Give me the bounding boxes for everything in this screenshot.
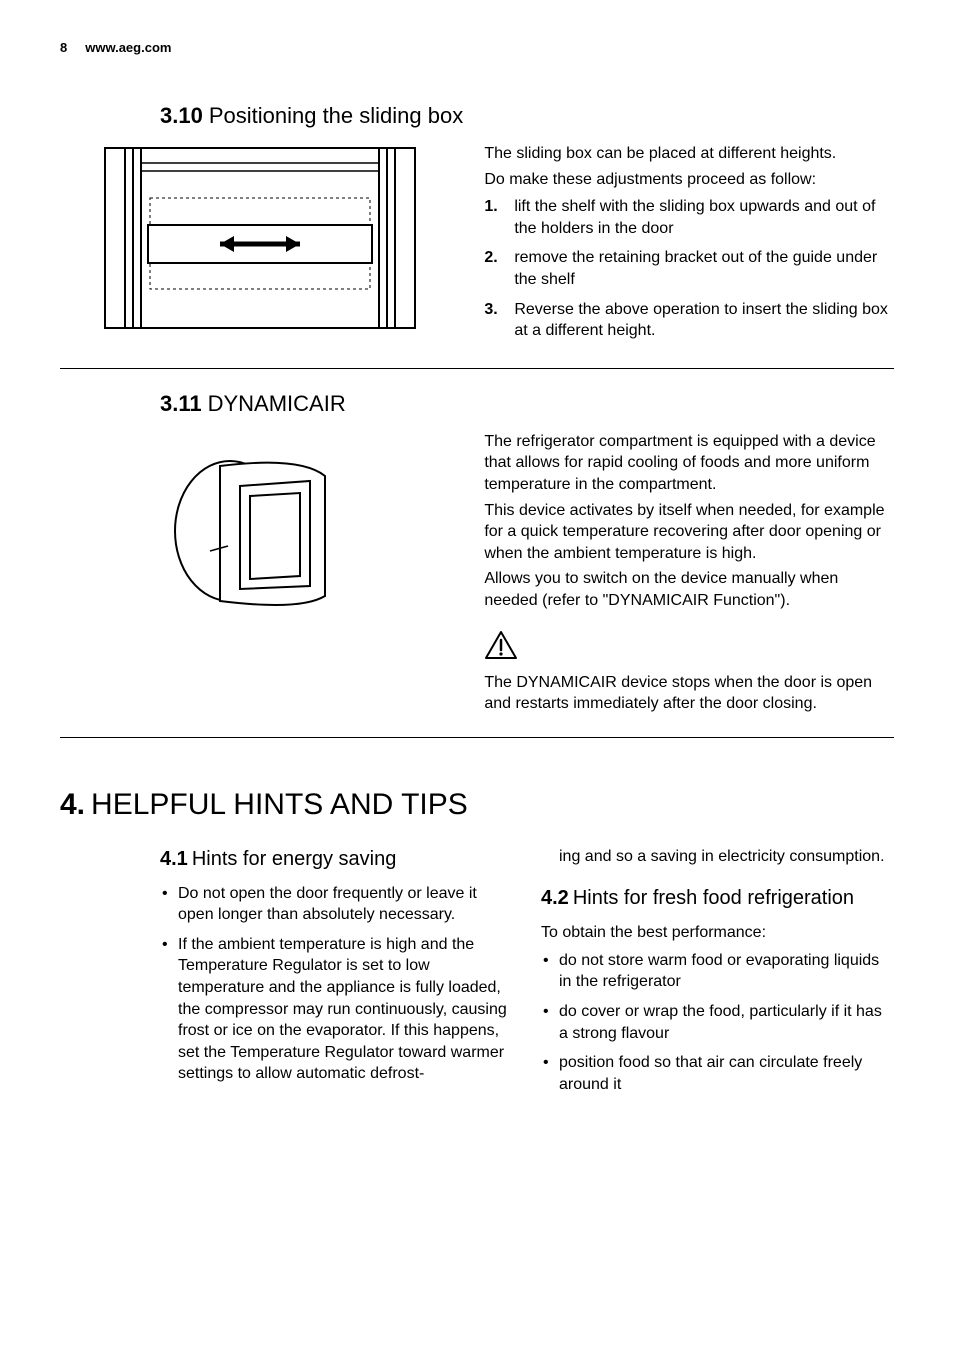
section-title-text: Hints for energy saving [192,848,397,870]
page-header: 8 www.aeg.com [60,40,894,55]
section-3-11-p2: This device activates by itself when nee… [484,500,894,565]
section-number: 4.1 [160,848,188,870]
section-4-1-bullets: Do not open the door frequently or leave… [160,883,513,1085]
section-number: 3.10 [160,103,203,128]
section-number: 3.11 [160,391,202,416]
section-4-1-title: 4.1Hints for energy saving [160,846,513,873]
chapter-number: 4. [60,788,85,821]
bullet-item: If the ambient temperature is high and t… [160,934,513,1085]
warning-icon [484,630,894,660]
section-3-11: 3.11DYNAMICAIR The refrigerator compartm… [60,391,894,738]
section-title-text: Hints for fresh food refrigeration [573,887,854,909]
sliding-box-figure [60,143,460,333]
section-3-10-steps: lift the shelf with the sliding box upwa… [484,196,894,342]
section-3-10-title: 3.10Positioning the sliding box [160,103,894,129]
section-3-11-p1: The refrigerator compartment is equipped… [484,431,894,496]
dynamicair-figure [60,431,460,631]
section-4-2-title: 4.2Hints for fresh food refrigeration [541,885,894,912]
chapter-4-left-col: 4.1Hints for energy saving Do not open t… [160,846,513,1104]
section-title-text: DYNAMICAIR [208,391,346,416]
chapter-4-columns: 4.1Hints for energy saving Do not open t… [160,846,894,1104]
section-3-10-intro1: The sliding box can be placed at differe… [484,143,894,165]
bullet-item: do cover or wrap the food, particularly … [541,1001,894,1044]
section-3-10: 3.10Positioning the sliding box [60,103,894,369]
bullet-item: position food so that air can circulate … [541,1052,894,1095]
site-url: www.aeg.com [85,40,171,55]
section-title-text: Positioning the sliding box [209,103,463,128]
section-number: 4.2 [541,887,569,909]
step-item: lift the shelf with the sliding box upwa… [484,196,894,239]
section-4-1-continuation: ing and so a saving in electricity consu… [541,846,894,868]
section-3-10-intro2: Do make these adjustments proceed as fol… [484,169,894,191]
section-3-11-title: 3.11DYNAMICAIR [160,391,894,417]
section-4-2-bullets: do not store warm food or evaporating li… [541,950,894,1096]
bullet-item: do not store warm food or evaporating li… [541,950,894,993]
section-4-2-intro: To obtain the best performance: [541,922,894,944]
chapter-4-title: 4.HELPFUL HINTS AND TIPS [60,788,894,822]
bullet-item: Do not open the door frequently or leave… [160,883,513,926]
section-3-11-warning: The DYNAMICAIR device stops when the doo… [484,672,894,715]
page-number: 8 [60,40,67,55]
chapter-title-text: HELPFUL HINTS AND TIPS [91,788,468,821]
section-3-11-p3: Allows you to switch on the device manua… [484,568,894,611]
chapter-4-right-col: ing and so a saving in electricity consu… [541,846,894,1104]
step-item: Reverse the above operation to insert th… [484,299,894,342]
step-item: remove the retaining bracket out of the … [484,247,894,290]
